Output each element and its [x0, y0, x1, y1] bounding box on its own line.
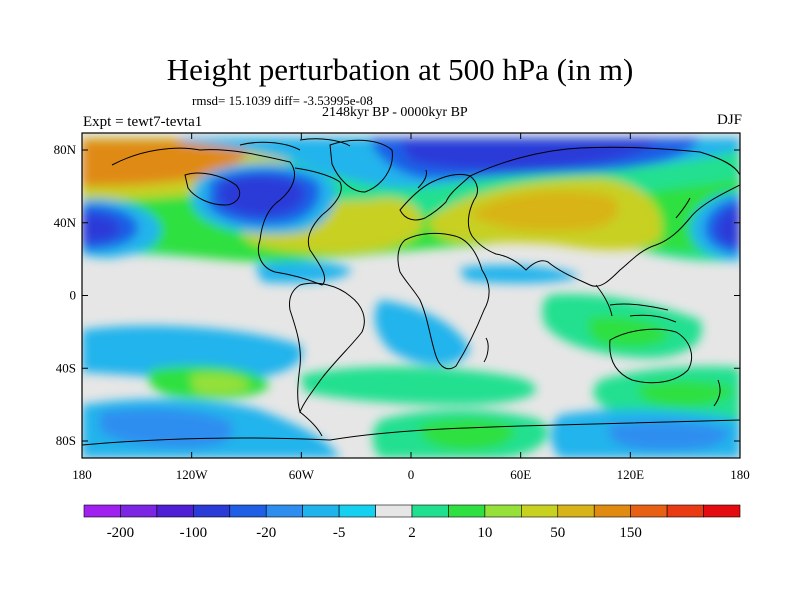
y-axis: 80N 40N 0 40S 80S: [54, 142, 740, 448]
y-tick-label: 0: [70, 288, 77, 303]
colorbar-swatch: [375, 504, 413, 518]
colorbar-swatch: [265, 504, 303, 518]
colorbar-swatch: [557, 504, 595, 518]
x-axis: 180 120W 60W 0 60E 120E 180: [72, 133, 750, 482]
colorbar-swatch: [338, 504, 376, 518]
x-tick-label: 120W: [176, 467, 209, 482]
coastlines: [82, 138, 740, 446]
colorbar-label: 2: [408, 525, 416, 541]
colorbar-swatch: [484, 504, 522, 518]
x-tick-label: 60W: [289, 467, 315, 482]
colorbar-label: -5: [333, 525, 346, 541]
colorbar-swatch: [120, 504, 158, 518]
colorbar-label: 150: [619, 525, 642, 541]
experiment-label: Expt = tewt7-tevta1: [83, 114, 203, 130]
x-tick-label: 60E: [510, 467, 531, 482]
y-tick-label: 80S: [56, 433, 76, 448]
colorbar-swatch: [448, 504, 486, 518]
colorbar-label: -20: [256, 525, 276, 541]
x-tick-label: 0: [408, 467, 415, 482]
stats-line: rmsd= 15.1039 diff= -3.53995e-08: [192, 93, 373, 108]
colorbar-swatch: [630, 504, 668, 518]
x-tick-label: 180: [730, 467, 750, 482]
colorbar-label: -200: [107, 525, 135, 541]
colorbar-swatch: [193, 504, 231, 518]
colorbar-swatch: [703, 504, 741, 518]
colorbar-label: 50: [550, 525, 565, 541]
colorbar-swatch: [229, 504, 267, 518]
y-tick-label: 40S: [56, 360, 76, 375]
x-tick-label: 180: [72, 467, 92, 482]
colorbar-swatch: [593, 504, 631, 518]
colorbar-swatch: [83, 504, 121, 518]
colorbar-label: 10: [477, 525, 492, 541]
plot-title: Height perturbation at 500 hPa (in m): [166, 52, 634, 87]
y-tick-label: 40N: [54, 215, 77, 230]
season-label: DJF: [716, 112, 742, 128]
y-tick-label: 80N: [54, 142, 77, 157]
colorbar-swatch: [666, 504, 704, 518]
colorbar-swatch: [302, 504, 340, 518]
colorbar-label: -100: [180, 525, 208, 541]
colorbar-swatch: [156, 504, 194, 518]
contour-field: [82, 133, 740, 458]
x-tick-label: 120E: [617, 467, 645, 482]
period-label: 2148kyr BP - 0000kyr BP: [322, 105, 468, 120]
colorbar-swatch: [521, 504, 559, 518]
colorbar-swatch: [411, 504, 449, 518]
colorbar: -200 -100 -20 -5 2 10 50 150: [83, 504, 741, 541]
